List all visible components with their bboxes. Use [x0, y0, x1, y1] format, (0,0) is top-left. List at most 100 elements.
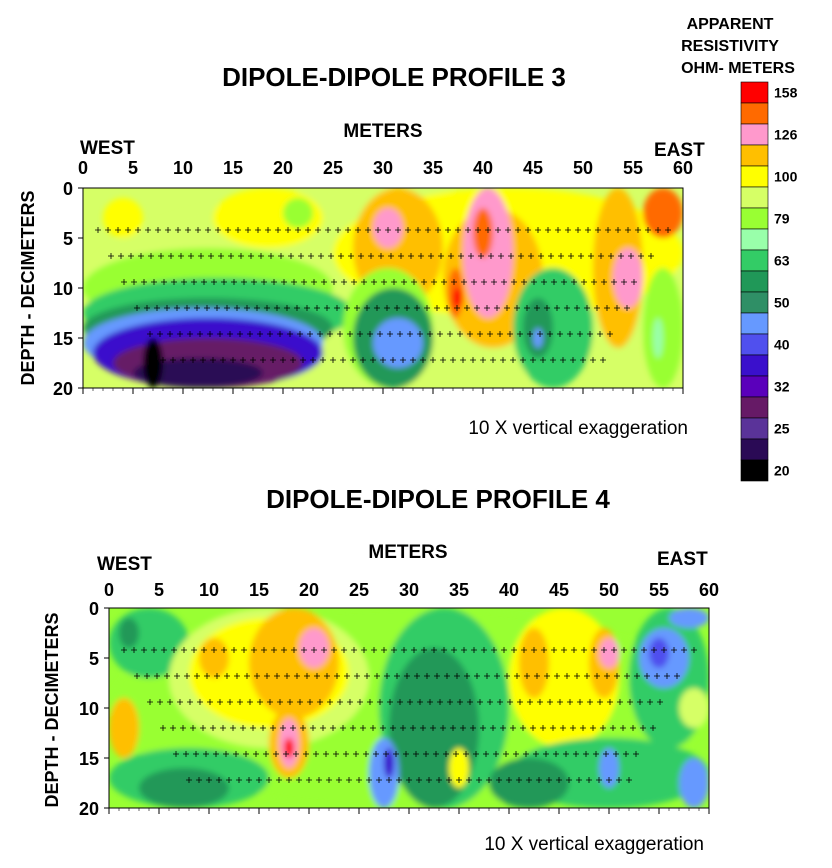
contour-zone [679, 688, 709, 728]
x-tick-label: 15 [223, 158, 243, 178]
legend-label: 100 [774, 169, 798, 185]
legend-swatch [740, 459, 769, 482]
contour-zone [283, 198, 313, 228]
x-tick-label: 40 [473, 158, 493, 178]
contour-zone [643, 268, 683, 388]
profile-3-note: 10 X vertical exaggeration [468, 418, 688, 439]
profile-3-west-label: WEST [80, 138, 135, 159]
y-tick-label: 20 [53, 379, 73, 399]
contour-zone [284, 738, 294, 758]
legend-label: 79 [774, 211, 790, 227]
x-tick-label: 10 [173, 158, 193, 178]
legend-swatch [740, 312, 769, 335]
x-tick-label: 55 [623, 158, 643, 178]
legend-swatch [740, 207, 769, 230]
profile-4-contour-zones [109, 608, 709, 808]
x-tick-label: 25 [349, 580, 369, 600]
legend-label: 158 [774, 85, 798, 101]
profile-4-east-label: EAST [657, 549, 708, 570]
profile-3-plot-area [82, 187, 684, 389]
x-tick-label: 30 [373, 158, 393, 178]
x-tick-label: 50 [573, 158, 593, 178]
legend-swatch [740, 123, 769, 146]
profile-3-measurement-points [95, 227, 671, 363]
profile-4-title: DIPOLE-DIPOLE PROFILE 4 [266, 484, 610, 514]
profile-3-y-ticks: 0 5 10 15 20 [53, 179, 83, 399]
legend-swatch [740, 81, 769, 104]
profile-3-chart: DIPOLE-DIPOLE PROFILE 3 METERS WEST EAST… [18, 62, 705, 439]
legend-swatch [740, 228, 769, 251]
legend: APPARENT RESISTIVITY OHM- METERS 158 126 1… [681, 16, 798, 482]
contour-zone [599, 748, 619, 788]
legend-label: 50 [774, 295, 790, 311]
contour-zone [143, 338, 163, 388]
legend-swatch [740, 375, 769, 398]
legend-labels: 158 126 100 79 63 50 40 32 25 20 [774, 85, 798, 479]
x-tick-label: 35 [449, 580, 469, 600]
legend-swatch [740, 102, 769, 125]
profile-3-x-ticks: 0 5 10 15 20 25 30 35 40 45 50 55 60 [78, 158, 693, 394]
legend-swatch [740, 417, 769, 440]
x-tick-label: 5 [154, 580, 164, 600]
legend-swatch [740, 270, 769, 293]
profile-3-title: DIPOLE-DIPOLE PROFILE 3 [222, 62, 566, 92]
y-tick-label: 5 [63, 229, 73, 249]
contour-zone [139, 768, 229, 808]
contour-zone [384, 748, 394, 778]
y-tick-label: 0 [89, 599, 99, 619]
contour-zone [473, 208, 493, 258]
x-tick-label: 15 [249, 580, 269, 600]
legend-label: 20 [774, 463, 790, 479]
profile-4-x-axis-label: METERS [368, 542, 447, 563]
legend-swatch [740, 186, 769, 209]
legend-swatch [740, 144, 769, 167]
legend-swatch [740, 396, 769, 419]
contour-zone [109, 698, 139, 758]
x-tick-label: 45 [523, 158, 543, 178]
x-tick-label: 60 [673, 158, 693, 178]
y-tick-label: 10 [79, 699, 99, 719]
y-tick-label: 0 [63, 179, 73, 199]
legend-swatch [740, 354, 769, 377]
legend-title-line-2: RESISTIVITY [681, 38, 779, 55]
profile-3-contour-zones [83, 188, 683, 388]
y-tick-label: 15 [79, 749, 99, 769]
x-tick-label: 0 [78, 158, 88, 178]
x-tick-label: 40 [499, 580, 519, 600]
legend-label: 126 [774, 127, 798, 143]
x-tick-label: 45 [549, 580, 569, 600]
legend-label: 32 [774, 379, 790, 395]
x-tick-label: 10 [199, 580, 219, 600]
profile-4-note: 10 X vertical exaggeration [484, 834, 704, 855]
contour-zone [653, 318, 663, 358]
x-tick-label: 50 [599, 580, 619, 600]
measurement-point-crosses [95, 227, 671, 363]
profile-4-west-label: WEST [97, 554, 152, 575]
contour-zone [119, 618, 139, 648]
contour-zone [533, 328, 543, 348]
contour-zone [519, 628, 549, 698]
legend-label: 25 [774, 421, 790, 437]
legend-swatch [740, 249, 769, 272]
measurement-point-crosses [121, 647, 697, 783]
contour-zone [369, 738, 399, 808]
profile-3-east-label: EAST [654, 140, 705, 161]
legend-title-line-3: OHM- METERS [681, 60, 795, 77]
x-tick-label: 0 [104, 580, 114, 600]
contour-zone [449, 748, 469, 788]
contour-zone [453, 288, 463, 308]
contour-zone [133, 358, 263, 388]
legend-title-line-1: APPARENT [687, 16, 774, 33]
profile-3-y-axis-label: DEPTH - DECIMETERS [18, 190, 38, 385]
contour-zone [669, 608, 709, 628]
y-tick-label: 20 [79, 799, 99, 819]
profile-4-chart: DIPOLE-DIPOLE PROFILE 4 METERS WEST EAST… [42, 484, 719, 855]
y-tick-label: 5 [89, 649, 99, 669]
contour-zone [199, 638, 229, 678]
legend-label: 40 [774, 337, 790, 353]
profile-4-measurement-points [121, 647, 697, 783]
profile-4-plot-area [108, 607, 710, 809]
contour-zone [613, 248, 643, 308]
profile-3-x-axis-label: METERS [343, 121, 422, 142]
